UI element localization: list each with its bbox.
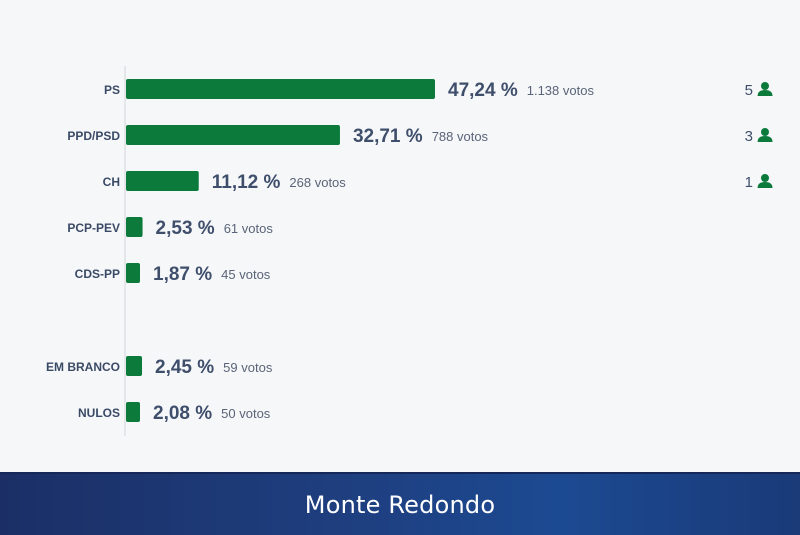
person-icon-head xyxy=(761,174,769,182)
municipality-name: Monte Redondo xyxy=(304,490,496,519)
seat-count: 1 xyxy=(745,174,753,191)
percentage-label: 1,87 % xyxy=(153,264,212,285)
person-icon xyxy=(757,182,773,188)
category-label: EM BRANCO xyxy=(46,360,120,374)
category-label: CH xyxy=(103,175,120,189)
percentage-label: 2,53 % xyxy=(156,218,215,239)
votes-label: 788 votos xyxy=(432,129,489,144)
footer-banner: Monte Redondo xyxy=(0,472,800,535)
votes-label: 50 votos xyxy=(221,406,271,421)
person-icon-head xyxy=(761,82,769,90)
bar-pcp-pev xyxy=(126,217,143,237)
bar-ps xyxy=(126,79,435,99)
percentage-label: 2,45 % xyxy=(155,357,214,378)
bar-cds-pp xyxy=(126,263,140,283)
percentage-label: 11,12 % xyxy=(212,172,281,193)
percentage-label: 32,71 % xyxy=(353,126,423,147)
bar-ppd-psd xyxy=(126,125,340,145)
category-label: NULOS xyxy=(78,406,120,420)
category-label: CDS-PP xyxy=(75,267,120,281)
category-label: PS xyxy=(104,83,120,97)
bar-em-branco xyxy=(126,356,143,376)
category-label: PCP-PEV xyxy=(67,221,120,235)
bar-ch xyxy=(126,171,199,191)
seat-count: 3 xyxy=(745,128,753,145)
person-icon-head xyxy=(761,128,769,136)
bar-nulos xyxy=(126,402,140,422)
votes-label: 61 votos xyxy=(224,221,274,236)
person-icon xyxy=(757,136,773,142)
votes-label: 59 votos xyxy=(223,360,273,375)
votes-label: 45 votos xyxy=(221,267,271,282)
seat-count: 5 xyxy=(745,82,753,99)
votes-label: 1.138 votos xyxy=(527,83,595,98)
percentage-label: 47,24 % xyxy=(448,80,518,101)
votes-label: 268 votos xyxy=(289,175,346,190)
category-label: PPD/PSD xyxy=(67,129,120,143)
person-icon xyxy=(757,90,773,96)
results-bar-chart: PS 47,24 % 1.138 votos 5 PPD/PSD 32,71 % 788 v… xyxy=(46,66,773,436)
percentage-label: 2,08 % xyxy=(153,403,212,424)
